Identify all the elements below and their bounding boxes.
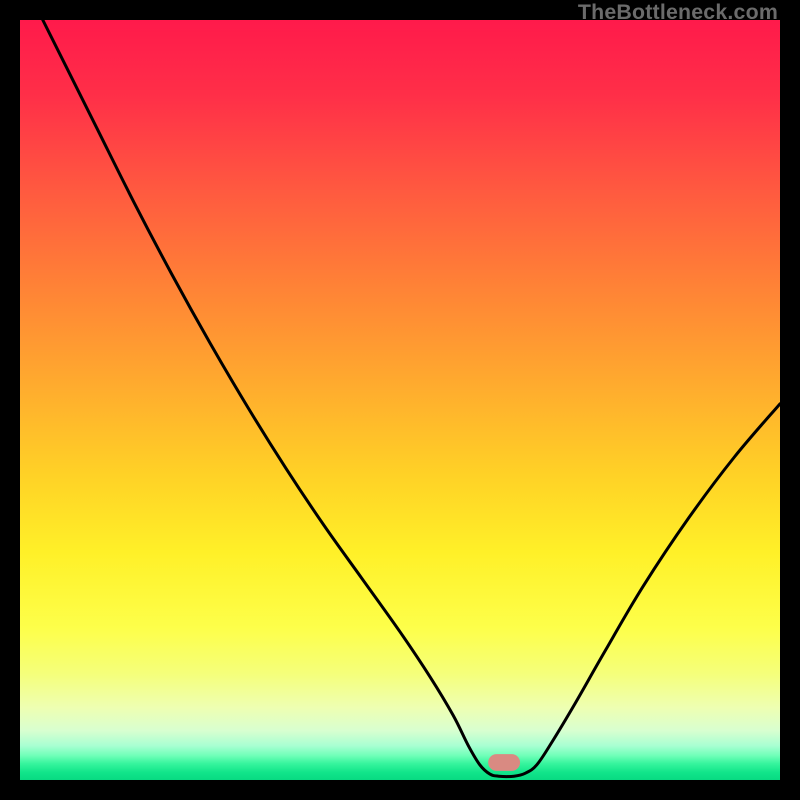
chart-plot-area <box>20 20 780 780</box>
frame-left <box>0 0 20 800</box>
gradient-curve-chart <box>20 20 780 780</box>
optimal-point-marker <box>488 754 520 771</box>
gradient-background <box>20 20 780 780</box>
frame-right <box>780 0 800 800</box>
frame-bottom <box>0 780 800 800</box>
watermark-text: TheBottleneck.com <box>578 0 778 25</box>
